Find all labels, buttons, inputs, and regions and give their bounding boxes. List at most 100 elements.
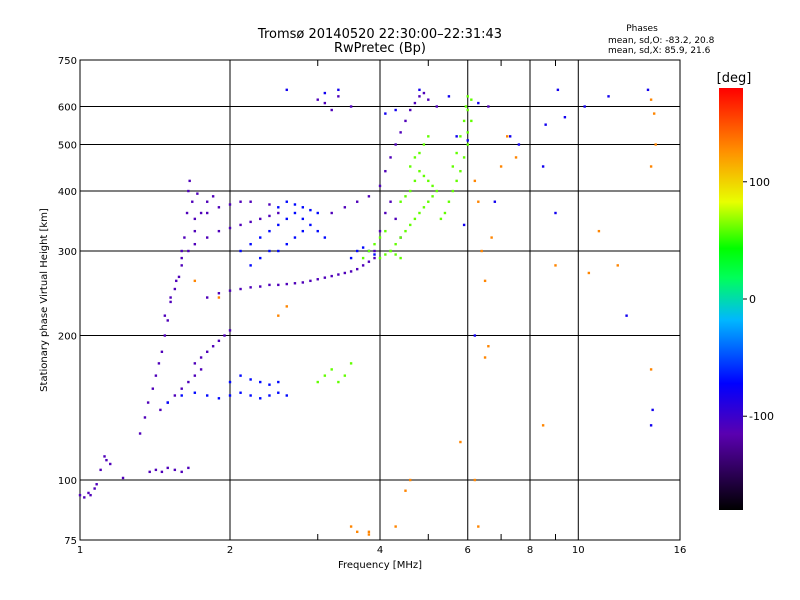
data-point [239, 249, 242, 253]
data-point [309, 223, 312, 227]
data-point [259, 397, 262, 400]
data-point [99, 468, 102, 472]
data-point [285, 282, 288, 286]
data-point [466, 139, 469, 142]
data-point [93, 487, 96, 490]
data-point [109, 462, 112, 466]
data-point [651, 408, 654, 412]
data-point [477, 101, 480, 105]
data-point [384, 112, 387, 115]
data-point [211, 345, 215, 348]
data-point [173, 468, 177, 472]
data-point [277, 249, 280, 253]
data-point [355, 267, 359, 271]
data-point [514, 156, 518, 159]
data-point [459, 440, 462, 444]
data-point [166, 401, 169, 404]
data-point [418, 211, 421, 215]
data-point [583, 105, 586, 108]
data-point [228, 394, 232, 397]
data-point [259, 236, 262, 239]
data-point [349, 256, 353, 260]
data-point [160, 350, 164, 353]
data-point [554, 264, 557, 267]
data-point [105, 458, 108, 462]
data-point [154, 468, 158, 472]
data-point [587, 271, 591, 275]
data-point [239, 287, 242, 291]
data-point [95, 483, 98, 486]
data-point [394, 525, 397, 528]
colorbar-label: [deg] [717, 71, 752, 86]
data-point [193, 279, 197, 283]
data-point [649, 165, 653, 168]
x-axis-label: Frequency [MHz] [338, 560, 422, 571]
data-point [462, 223, 466, 227]
data-point [205, 394, 209, 397]
data-point [78, 493, 82, 497]
data-point [399, 200, 402, 203]
data-point [163, 334, 167, 337]
data-point [378, 184, 382, 188]
data-point [301, 206, 305, 209]
data-point [239, 200, 242, 203]
data-point [160, 470, 164, 474]
data-point [399, 236, 402, 239]
data-point [268, 229, 271, 233]
data-point [404, 489, 407, 492]
data-point [239, 374, 242, 377]
data-point [413, 217, 417, 221]
data-point [205, 211, 209, 215]
colorbar-ticks: 100 0 -100 [743, 176, 774, 423]
data-point [384, 229, 387, 233]
data-point [175, 279, 178, 283]
data-point [418, 151, 421, 155]
data-point [268, 283, 271, 287]
data-point [394, 242, 397, 246]
data-point [177, 275, 181, 279]
data-point [483, 356, 487, 359]
data-point [259, 217, 262, 221]
data-point [384, 169, 387, 173]
stats-heading: Phases [626, 24, 658, 34]
data-point [477, 200, 480, 203]
data-point [625, 314, 628, 317]
data-point [323, 276, 327, 279]
data-point [217, 397, 221, 400]
data-point [466, 143, 469, 146]
data-point [293, 211, 297, 215]
x-axis-ticks: 1 2 4 6 8 10 16 [77, 60, 686, 556]
data-point [361, 256, 365, 260]
data-point [228, 380, 232, 384]
data-point [187, 249, 190, 253]
data-point [427, 135, 430, 138]
data-point [466, 95, 469, 98]
data-point [367, 533, 371, 536]
data-point [373, 253, 376, 256]
data-point [173, 287, 177, 291]
data-point [228, 203, 232, 206]
data-point [83, 496, 86, 499]
data-point [268, 383, 271, 386]
data-point [316, 229, 319, 233]
data-point [343, 206, 347, 209]
data-point [649, 98, 653, 101]
data-point [259, 380, 262, 384]
data-point [355, 530, 359, 534]
y-axis-label: Stationary phase Virtual Height [km] [39, 208, 50, 392]
data-point [413, 156, 417, 159]
data-point [285, 394, 288, 397]
data-point [389, 200, 392, 203]
data-point [384, 253, 387, 256]
x-tick-label: 8 [527, 545, 533, 556]
data-point [409, 189, 412, 193]
data-point [422, 206, 426, 209]
data-point [517, 143, 521, 146]
data-point [121, 476, 125, 480]
data-point [193, 391, 197, 394]
data-point [373, 249, 376, 253]
data-point [193, 229, 197, 233]
data-point [330, 368, 333, 371]
data-point [616, 264, 619, 267]
